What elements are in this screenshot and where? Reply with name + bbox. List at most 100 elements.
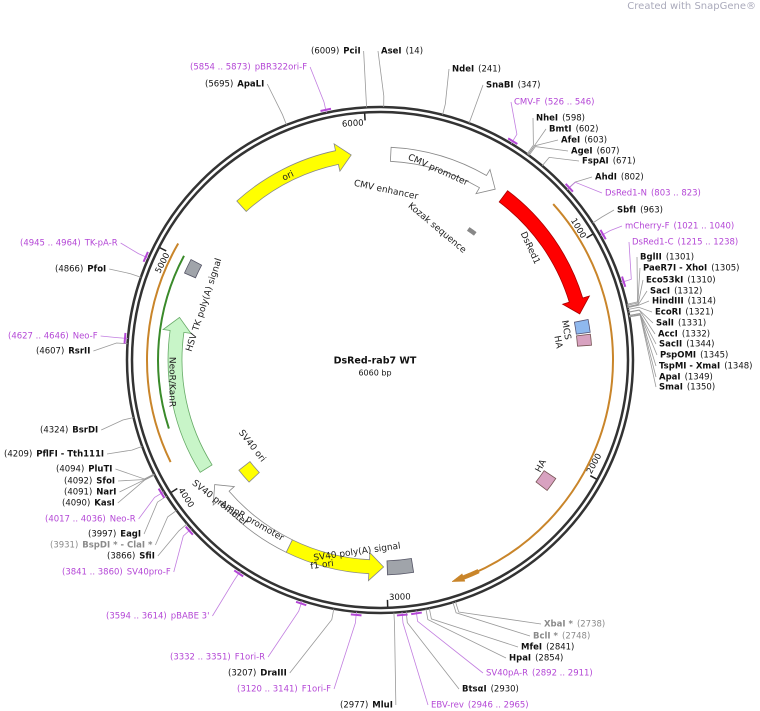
leader-line	[157, 523, 188, 557]
tick	[586, 233, 593, 239]
site-position: (4090)	[62, 499, 90, 509]
tick-label: 6000	[342, 118, 364, 129]
leader-line	[526, 117, 534, 155]
site-position: (1301)	[666, 253, 694, 263]
site-name: ApaI	[659, 373, 681, 383]
feature-sv40pa	[386, 558, 415, 576]
primer-mark	[142, 251, 149, 263]
thin-arc	[459, 203, 614, 580]
leader-line	[106, 446, 143, 455]
primer-mark	[123, 332, 127, 344]
site-position: (603)	[584, 136, 607, 146]
primer-name: DsRed1-N	[605, 189, 647, 199]
feature-sv40ori	[238, 461, 260, 483]
primer-mark	[507, 137, 518, 145]
site-position: (4866)	[55, 265, 83, 275]
leader-line	[405, 611, 460, 690]
leader-line	[333, 611, 357, 690]
feature-label: ori	[281, 169, 296, 183]
site-position: (4324)	[40, 426, 68, 436]
site-name: NdeI	[452, 65, 474, 75]
site-name: DraIII	[260, 669, 286, 679]
site-position: (1314)	[688, 297, 716, 307]
site-position: (2930)	[491, 685, 519, 695]
site-position: (1312)	[674, 287, 702, 297]
feature-label: MCS	[559, 319, 572, 340]
feature-neor	[162, 316, 213, 473]
leader-line	[627, 300, 650, 309]
site-position: (1344)	[686, 340, 714, 350]
site-position: (2854)	[535, 654, 563, 664]
feature-cmv	[389, 146, 496, 195]
feature-ori	[236, 142, 352, 212]
site-position: (3997)	[88, 530, 116, 540]
leader-line	[626, 256, 638, 305]
leader-line	[452, 602, 531, 637]
leader-line	[93, 342, 128, 352]
site-name: AhdI	[595, 173, 617, 183]
site-name: NarI	[96, 488, 116, 498]
primer-range: (5854 .. 5873)	[190, 63, 251, 73]
primer-name: Neo-R	[110, 515, 136, 525]
site-position: (3931)	[50, 541, 78, 551]
leader-line	[629, 314, 657, 388]
primer-mark	[320, 107, 332, 112]
backbone-outer	[125, 105, 635, 615]
leader-line	[101, 417, 134, 431]
site-name: EagI	[120, 530, 141, 540]
primer-mark	[599, 229, 607, 240]
site-name: XbaI *	[544, 620, 573, 630]
site-position: (1349)	[685, 373, 713, 383]
leader-line	[309, 66, 327, 113]
site-name: MfeI	[521, 643, 542, 653]
primer-name: SV40pro-F	[127, 568, 171, 578]
site-position: (802)	[621, 173, 644, 183]
leader-line	[425, 608, 507, 659]
site-position: (4607)	[36, 347, 64, 357]
leader-line	[100, 335, 128, 339]
leader-line	[629, 313, 658, 356]
site-name: PciI	[343, 47, 360, 57]
site-name: SacI	[650, 287, 670, 297]
site-name: SmaI	[659, 383, 683, 393]
site-position: (1331)	[678, 319, 706, 329]
primer-range: (1215 .. 1238)	[678, 238, 739, 248]
tick	[159, 247, 167, 252]
site-name: SalI	[656, 319, 674, 329]
site-position: (671)	[613, 157, 636, 167]
site-name: NheI	[536, 114, 558, 124]
site-position: (4094)	[56, 465, 84, 475]
feature-ha	[576, 333, 592, 347]
primer-range: (3841 .. 3860)	[62, 568, 123, 578]
feature-hsvtk	[183, 258, 203, 279]
feature-label: SV40 ori	[236, 428, 267, 464]
site-name: AccI	[658, 330, 678, 340]
site-name: PflFI - Tth111I	[36, 450, 104, 460]
primer-range: (2946 .. 2965)	[468, 701, 529, 711]
leader-line	[117, 474, 155, 504]
feature-label: HA	[534, 457, 549, 474]
primer-mark	[621, 276, 627, 288]
site-name: BclI *	[533, 632, 559, 642]
site-position: (347)	[518, 81, 541, 91]
site-name: BsrDI	[72, 426, 98, 436]
leader-line	[289, 608, 335, 674]
site-name: RsrII	[68, 347, 90, 357]
site-name: BspDI * - ClaI *	[82, 541, 153, 551]
site-position: (1350)	[687, 383, 715, 393]
site-position: (1332)	[682, 330, 710, 340]
primer-mark	[350, 613, 362, 617]
site-position: (963)	[640, 206, 663, 216]
site-position: (1305)	[711, 264, 739, 274]
site-position: (5695)	[205, 80, 233, 90]
primer-range: (526 .. 546)	[545, 98, 595, 108]
leader-line	[393, 612, 397, 706]
site-name: BmtI	[549, 125, 572, 135]
leader-line	[592, 209, 615, 224]
site-name: HindIII	[652, 297, 684, 307]
site-position: (602)	[576, 125, 599, 135]
site-position: (3866)	[107, 552, 135, 562]
leader-line	[266, 83, 287, 126]
